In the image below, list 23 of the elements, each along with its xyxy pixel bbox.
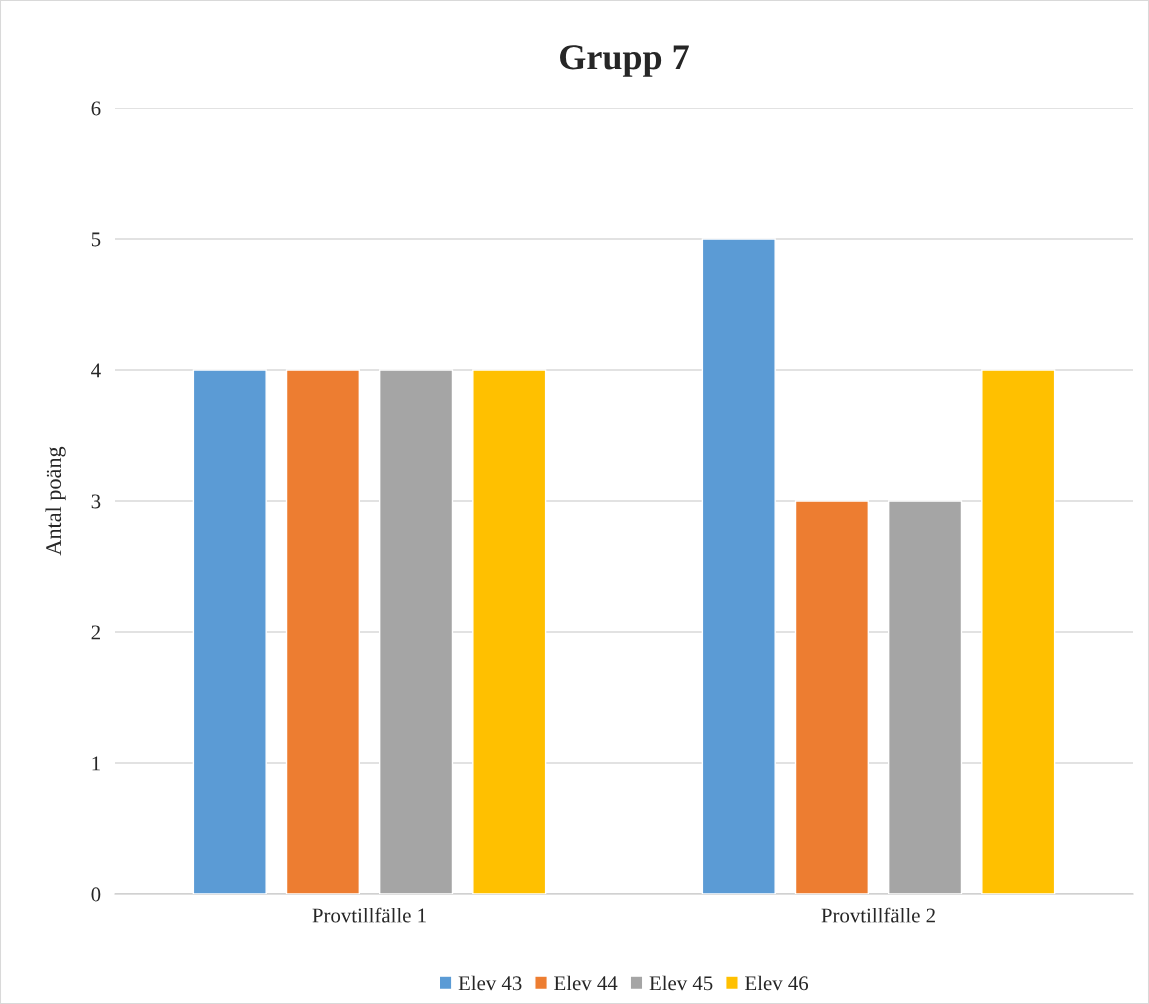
legend-label: Elev 45 — [649, 975, 713, 991]
bar — [794, 500, 870, 894]
legend-label: Elev 46 — [745, 975, 809, 991]
bar — [981, 369, 1056, 894]
y-tick-label: 5 — [91, 232, 101, 247]
bar — [378, 369, 454, 894]
y-tick-label: 2 — [91, 625, 100, 640]
legend-label: Elev 44 — [554, 975, 618, 991]
y-axis-title: Antal poäng — [45, 446, 66, 556]
bar — [285, 369, 361, 894]
bar — [192, 369, 267, 894]
y-tick-label: 3 — [91, 494, 101, 509]
legend-label: Elev 43 — [458, 975, 522, 991]
y-tick-label: 0 — [91, 887, 101, 902]
x-tick-label: Provtillfälle 1 — [312, 907, 426, 923]
x-tick-label: Provtillfälle 2 — [821, 907, 935, 923]
bar — [701, 238, 776, 894]
y-tick-label: 1 — [92, 756, 100, 771]
y-tick-label: 6 — [91, 101, 101, 116]
bar — [472, 369, 547, 894]
chart-title: Grupp 7 — [560, 45, 689, 77]
y-tick-label: 4 — [91, 363, 101, 378]
bar — [887, 500, 963, 894]
